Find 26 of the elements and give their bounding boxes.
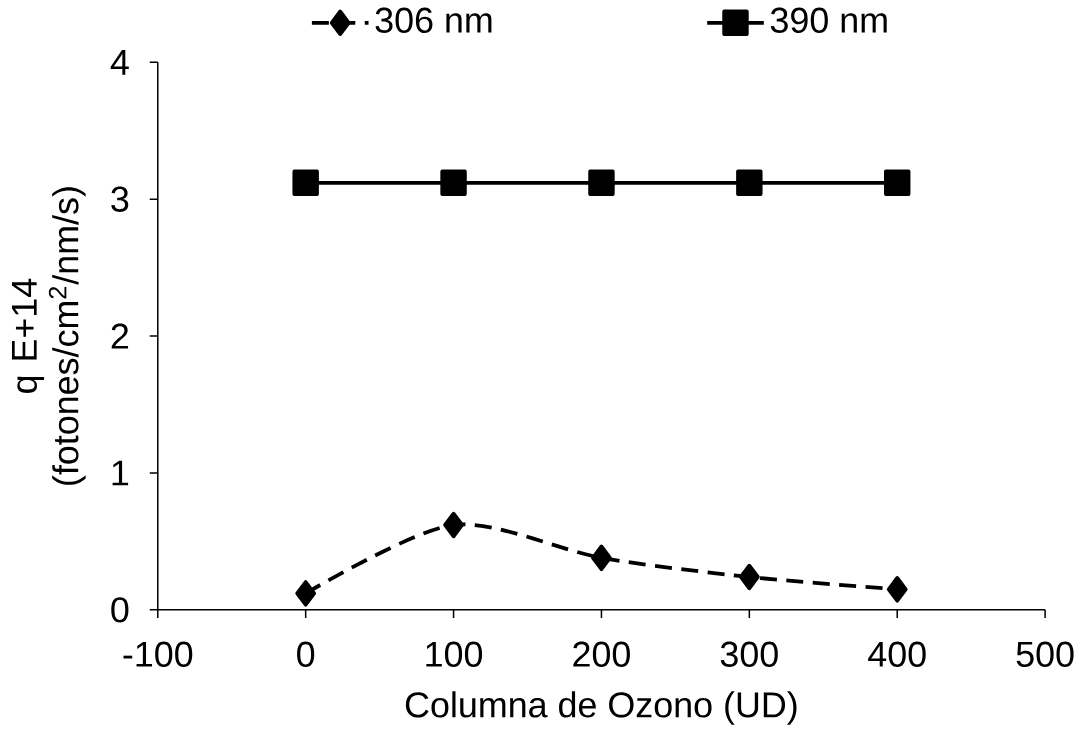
point	[591, 544, 612, 572]
point	[443, 511, 464, 539]
x-tick-label: 300	[720, 641, 778, 668]
x-tick-label: -100	[123, 641, 193, 668]
point	[440, 169, 467, 197]
y-tick-label: 1	[112, 460, 129, 486]
point	[738, 563, 760, 591]
y-axis-title: q E+14 (fotones/cm$^{2}$/nm/s)	[11, 187, 86, 486]
y-tick-label: 3	[111, 186, 129, 213]
y-tick-label: 4	[110, 50, 129, 75]
point	[295, 580, 317, 607]
x-axis-title: Columna de Ozono (UD)	[405, 691, 797, 725]
point	[886, 576, 908, 603]
x-tick-label: 100	[426, 641, 483, 668]
point	[736, 169, 763, 197]
point	[292, 169, 319, 197]
legend-label: 390 nm	[770, 7, 887, 34]
point	[588, 169, 615, 197]
legend-label: 306 nm	[375, 7, 492, 34]
point	[884, 169, 911, 197]
y-tick-label: 2	[111, 323, 129, 349]
x-tick-label: 500	[1016, 641, 1074, 668]
y-tick-label: 0	[111, 597, 129, 623]
x-tick-label: 400	[868, 641, 926, 668]
x-tick-label: 0	[297, 641, 315, 668]
x-tick-label: 200	[573, 641, 630, 668]
